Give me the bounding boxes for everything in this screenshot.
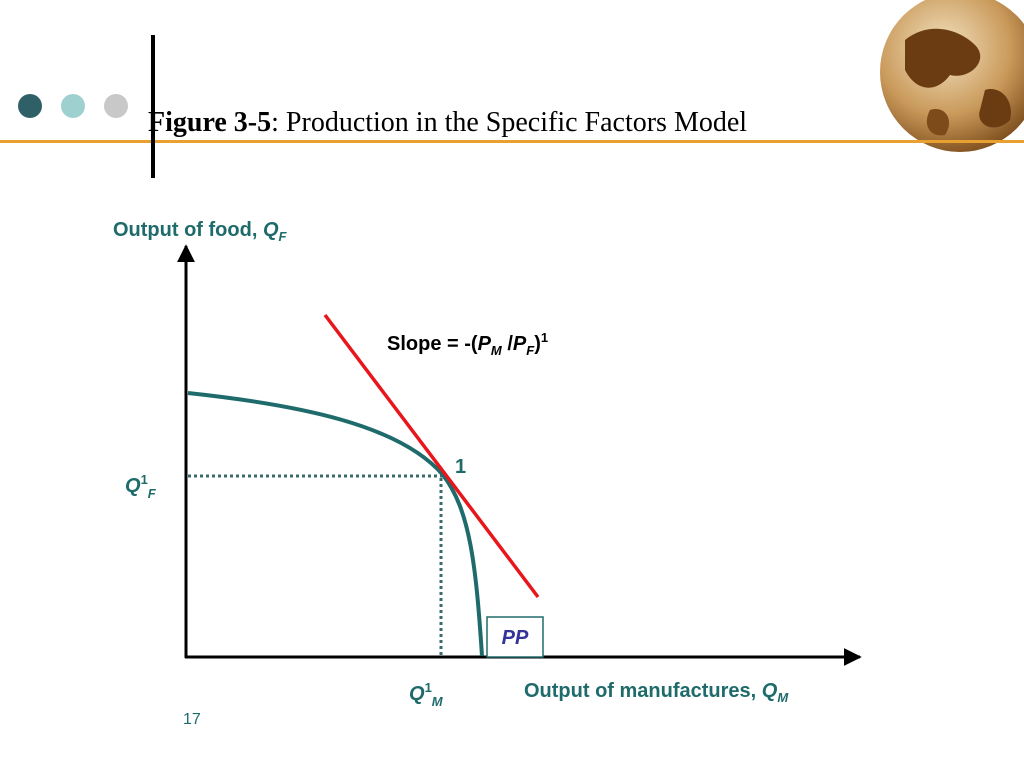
slide-title: Figure 3-5: Production in the Specific F… (148, 107, 747, 138)
marker-subscript: F (148, 486, 157, 501)
slope-superscript: 1 (541, 330, 548, 345)
label-text: Output of food, (113, 219, 263, 241)
pp-curve (187, 391, 484, 657)
page-number: 17 (183, 711, 201, 728)
y-marker: Q1F (125, 472, 157, 501)
marker-superscript: 1 (425, 680, 432, 695)
price-line (323, 313, 540, 599)
label-symbol: Q (263, 219, 279, 241)
slope-suffix: ) (534, 333, 541, 355)
label-symbol: Q (762, 680, 778, 702)
label-text: Output of manufactures, (524, 680, 762, 702)
slope-numerator: P (478, 333, 492, 355)
globe-logo (880, 0, 1024, 152)
label-subscript: F (279, 229, 288, 244)
slope-label: Slope = -(PM /PF)1 (387, 330, 548, 358)
marker-subscript: M (432, 694, 444, 709)
slope-prefix: Slope = -( (387, 333, 478, 355)
marker-symbol: Q (409, 683, 425, 705)
bullet-dot (104, 94, 128, 118)
slope-denominator-sub: F (526, 343, 535, 358)
slope-numerator-sub: M (491, 343, 503, 358)
marker-symbol: Q (125, 475, 141, 497)
x-axis-label: Output of manufactures, QM (524, 680, 789, 705)
title-rest: : Production in the Specific Factors Mod… (271, 107, 747, 138)
x-marker: Q1M (409, 680, 444, 709)
header-divider (151, 35, 155, 178)
point-label: 1 (455, 456, 466, 478)
header-rule (0, 140, 1024, 143)
bullet-dot (61, 94, 85, 118)
curve-label: PP (502, 627, 529, 649)
slope-divider: / (502, 333, 514, 355)
slope-denominator: P (513, 333, 527, 355)
y-axis-label: Output of food, QF (113, 219, 288, 244)
bullet-dot (18, 94, 42, 118)
title-bold: Figure 3-5 (148, 107, 271, 138)
curve-label-box (486, 616, 544, 658)
label-subscript: M (777, 690, 789, 705)
marker-superscript: 1 (141, 472, 148, 487)
